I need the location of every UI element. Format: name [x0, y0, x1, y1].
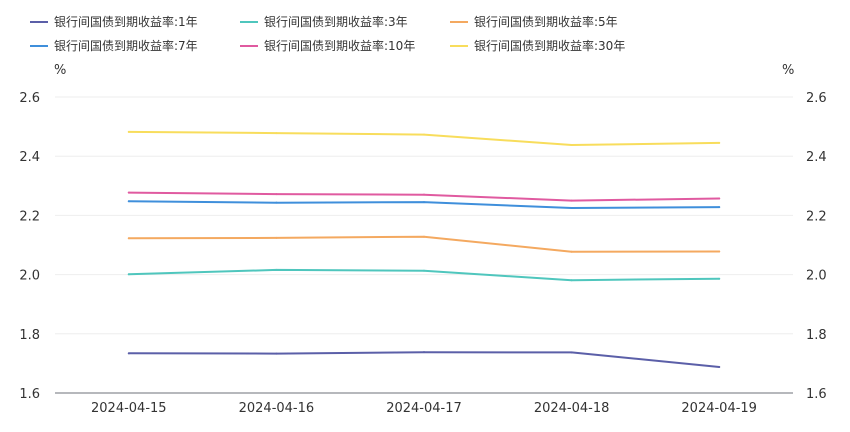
data-point [127, 237, 130, 240]
series-line [127, 235, 721, 253]
data-point [275, 193, 278, 196]
y-tick-label-left: 1.6 [19, 387, 40, 402]
series-line [127, 351, 721, 368]
data-point [570, 250, 573, 253]
legend-label[interactable]: 银行间国债到期收益率:3年 [264, 14, 408, 29]
y-tick-label-right: 2.6 [806, 91, 827, 106]
x-tick-label: 2024-04-19 [681, 401, 757, 416]
data-point [718, 197, 721, 200]
data-point [127, 200, 130, 203]
legend: 银行间国债到期收益率:1年 银行间国债到期收益率:3年 银行间国债到期收益率:5年银… [30, 14, 625, 53]
legend-label[interactable]: 银行间国债到期收益率:1年 [54, 14, 198, 29]
data-point [423, 235, 425, 238]
data-point [275, 352, 278, 355]
y-tick-label-left: 1.8 [19, 328, 40, 343]
x-tick-label: 2024-04-17 [386, 401, 462, 416]
y-tick-label-left: 2.4 [19, 150, 40, 165]
data-point [423, 269, 425, 272]
legend-label[interactable]: 银行间国债到期收益率:30年 [474, 38, 625, 53]
data-point [570, 279, 573, 282]
data-point [127, 191, 130, 194]
data-point [127, 130, 130, 133]
y-unit-left: % [54, 63, 66, 78]
data-point [127, 352, 130, 355]
data-point [423, 133, 425, 136]
y-tick-label-left: 2.6 [19, 91, 40, 106]
y-tick-label-right: 2.2 [806, 209, 827, 224]
legend-label[interactable]: 银行间国债到期收益率:10年 [264, 38, 415, 53]
data-point [275, 268, 278, 271]
data-point [570, 351, 573, 354]
data-point [718, 141, 721, 144]
data-point [275, 236, 278, 239]
grid-layer [55, 96, 793, 335]
data-point [570, 143, 573, 146]
y-tick-label-right: 2.4 [806, 150, 827, 165]
data-point [423, 351, 425, 354]
data-point [570, 207, 573, 209]
x-tick-label: 2024-04-16 [239, 401, 315, 416]
data-point [718, 206, 721, 209]
y-tick-label-left: 2.0 [19, 269, 40, 284]
data-point [718, 277, 721, 280]
y-tick-label-right: 1.6 [806, 387, 827, 402]
x-tick-label: 2024-04-18 [534, 401, 610, 416]
data-point [423, 193, 425, 196]
data-point [718, 250, 721, 253]
axis-layer: % % 1.6 1.6 1.8 1.8 2.0 2.0 2.2 2.2 2.4 2.4 2.6 2.6… [19, 63, 826, 416]
y-unit-right: % [782, 63, 794, 78]
y-tick-label-right: 2.0 [806, 269, 827, 284]
y-tick-label-right: 1.8 [806, 328, 827, 343]
data-point [275, 201, 278, 204]
data-point [718, 365, 721, 368]
data-point [275, 132, 278, 135]
legend-label[interactable]: 银行间国债到期收益率:7年 [54, 38, 198, 53]
x-tick-label: 2024-04-15 [91, 401, 167, 416]
data-point [127, 273, 130, 276]
data-point [570, 199, 573, 202]
y-tick-label-left: 2.2 [19, 209, 40, 224]
legend-label[interactable]: 银行间国债到期收益率:5年 [474, 14, 618, 29]
series-layer [127, 130, 721, 368]
data-point [423, 201, 425, 204]
